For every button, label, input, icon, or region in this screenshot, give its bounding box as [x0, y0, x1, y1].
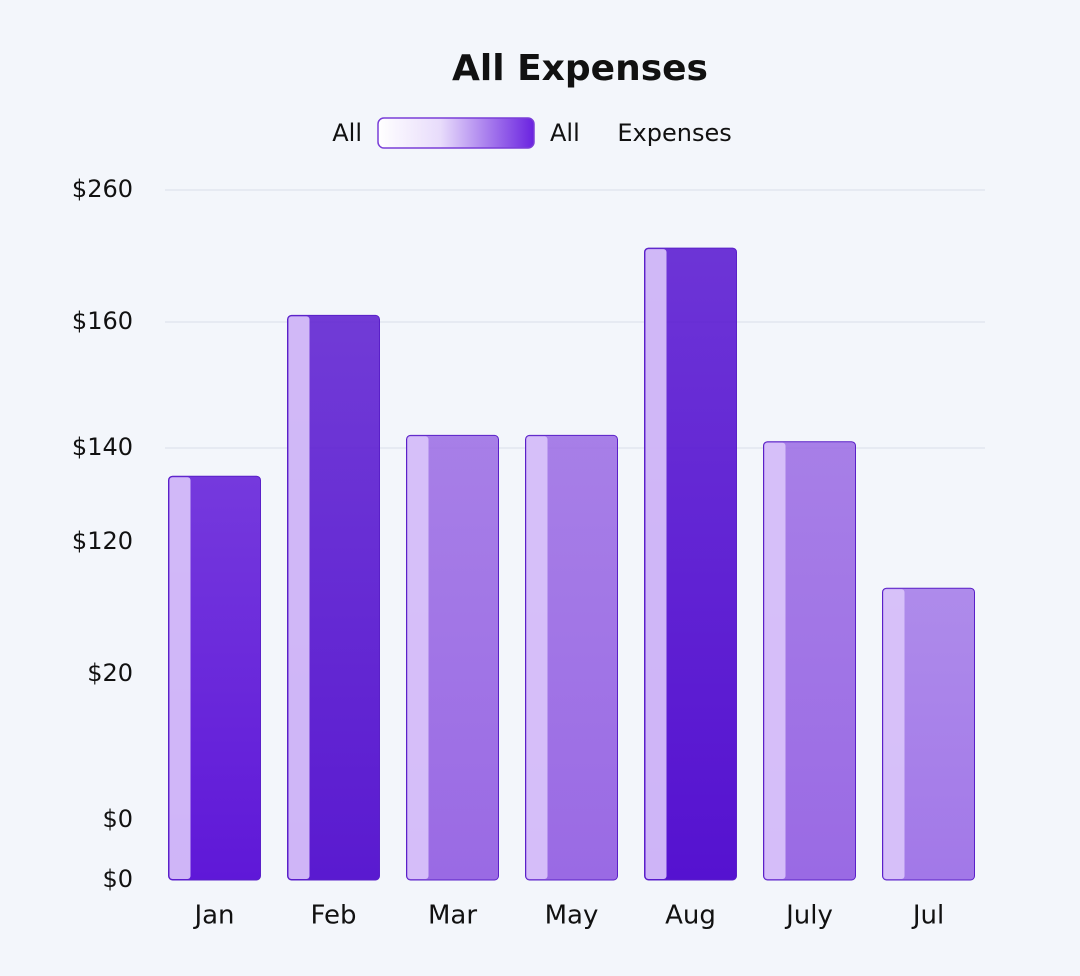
bar: [287, 314, 380, 881]
bar-highlight: [883, 589, 905, 879]
x-tick-label: Mar: [428, 901, 477, 931]
bar-highlight: [288, 316, 310, 879]
bar: [763, 441, 856, 881]
y-tick-label: $260: [72, 175, 133, 203]
x-tick-label: Feb: [310, 901, 356, 931]
legend-label: All: [332, 119, 362, 147]
bar-highlight: [764, 442, 786, 879]
y-tick-label: $140: [72, 433, 133, 461]
bar: [406, 434, 499, 881]
x-tick-label: Jul: [911, 901, 944, 931]
x-tick-label: Aug: [665, 901, 716, 931]
bar: [525, 434, 618, 881]
bar-highlight: [169, 477, 191, 879]
bar: [882, 587, 975, 881]
x-tick-label: Jan: [192, 901, 234, 931]
legend-entry: All Expenses: [550, 119, 732, 147]
bar-highlight: [407, 436, 429, 879]
y-tick-label: $0: [102, 805, 133, 833]
y-tick-label: $160: [72, 307, 133, 335]
bar-highlight: [645, 249, 667, 879]
x-tick-label: May: [545, 901, 599, 931]
bar-highlight: [526, 436, 548, 879]
legend-swatch: [377, 117, 535, 149]
bar: [168, 475, 261, 881]
y-tick-label: $120: [72, 527, 133, 555]
y-tick-label: $20: [87, 659, 133, 687]
x-tick-label: July: [784, 901, 833, 931]
bar: [644, 247, 737, 881]
chart-title: All Expenses: [452, 48, 708, 89]
y-tick-label: $0: [102, 865, 133, 893]
